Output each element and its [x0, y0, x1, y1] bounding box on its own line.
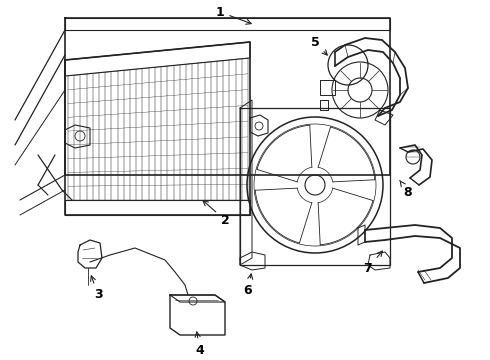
Text: 6: 6: [244, 274, 253, 297]
Text: 8: 8: [400, 180, 412, 198]
Text: 2: 2: [203, 201, 229, 226]
Text: 1: 1: [216, 5, 251, 24]
Text: 3: 3: [91, 276, 102, 302]
Text: 5: 5: [311, 36, 327, 55]
Text: 4: 4: [195, 332, 204, 356]
Text: 7: 7: [364, 251, 382, 275]
